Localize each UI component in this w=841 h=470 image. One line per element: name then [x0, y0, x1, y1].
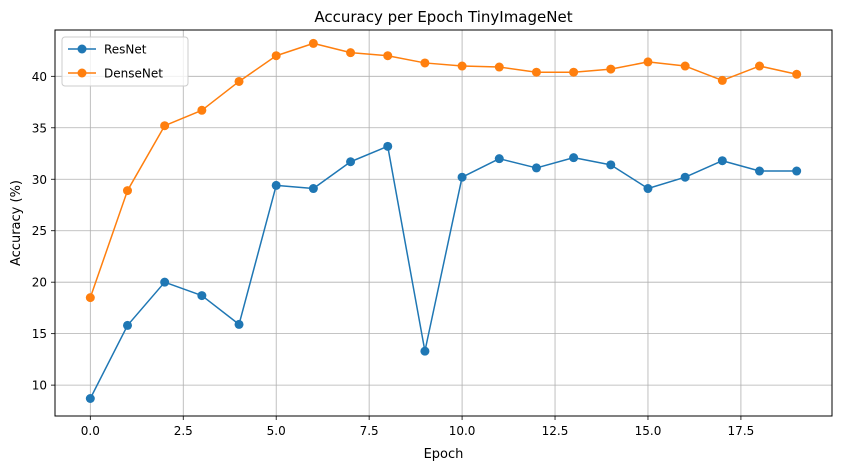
data-point-resnet: [271, 180, 281, 190]
data-point-densenet: [792, 69, 802, 79]
data-point-resnet: [85, 394, 95, 404]
data-point-densenet: [755, 61, 765, 71]
data-point-resnet: [643, 184, 653, 194]
legend-label-resnet: ResNet: [104, 43, 147, 57]
x-axis-ticks: 0.0 2.5 5.0 7.5 10.0 12.5 15.0 17.5: [81, 416, 755, 438]
legend: ResNet DenseNet: [61, 36, 189, 87]
data-point-densenet: [85, 293, 95, 303]
x-tick-label: 12.5: [542, 424, 569, 438]
data-point-densenet: [569, 67, 579, 77]
data-point-densenet: [420, 58, 430, 68]
series-densenet: [85, 38, 802, 303]
data-point-resnet: [606, 160, 616, 170]
data-point-densenet: [271, 51, 281, 61]
data-point-densenet: [643, 57, 653, 67]
y-tick-label: 35: [32, 121, 47, 135]
x-tick-label: 15.0: [635, 424, 662, 438]
data-point-resnet: [383, 141, 393, 151]
x-tick-label: 5.0: [267, 424, 286, 438]
data-point-resnet: [197, 291, 207, 301]
data-point-densenet: [308, 38, 318, 48]
y-tick-label: 25: [32, 224, 47, 238]
data-point-densenet: [234, 76, 244, 86]
y-tick-label: 40: [32, 70, 47, 84]
series-line-densenet: [89, 42, 797, 298]
data-point-densenet: [346, 48, 356, 58]
chart-title: Accuracy per Epoch TinyImageNet: [314, 8, 572, 26]
data-point-densenet: [680, 61, 690, 71]
data-point-resnet: [122, 320, 132, 330]
data-point-densenet: [606, 64, 616, 74]
data-point-resnet: [457, 172, 467, 182]
y-axis-ticks: 10 15 20 25 30 35 40: [32, 70, 55, 393]
grid: [55, 30, 832, 416]
legend-label-densenet: DenseNet: [104, 67, 163, 81]
data-point-densenet: [457, 61, 467, 71]
data-point-densenet: [383, 51, 393, 61]
y-tick-label: 15: [32, 327, 47, 341]
data-point-resnet: [717, 156, 727, 166]
y-tick-label: 30: [32, 173, 47, 187]
data-point-resnet: [680, 172, 690, 182]
data-point-resnet: [160, 277, 170, 287]
series-line-resnet: [89, 145, 797, 399]
data-point-resnet: [308, 184, 318, 194]
x-tick-label: 10.0: [449, 424, 476, 438]
x-tick-label: 7.5: [360, 424, 379, 438]
data-point-densenet: [160, 121, 170, 131]
data-point-resnet: [420, 346, 430, 356]
y-tick-label: 10: [32, 379, 47, 393]
series-layer: [85, 38, 802, 404]
series-resnet: [85, 141, 802, 404]
x-tick-label: 17.5: [728, 424, 755, 438]
data-point-densenet: [494, 62, 504, 72]
data-point-densenet: [531, 67, 541, 77]
data-point-resnet: [755, 166, 765, 176]
x-tick-label: 0.0: [81, 424, 100, 438]
data-point-resnet: [531, 163, 541, 173]
x-axis-label: Epoch: [424, 447, 464, 462]
data-point-resnet: [234, 319, 244, 329]
data-point-resnet: [569, 153, 579, 163]
data-point-densenet: [717, 75, 727, 85]
data-point-densenet: [197, 105, 207, 115]
legend-marker-densenet: [77, 68, 87, 78]
plot-frame: [54, 29, 833, 417]
data-point-resnet: [792, 166, 802, 176]
x-tick-label: 2.5: [174, 424, 193, 438]
data-point-resnet: [346, 157, 356, 167]
data-point-resnet: [494, 154, 504, 164]
y-tick-label: 20: [32, 276, 47, 290]
data-point-densenet: [122, 186, 132, 196]
legend-marker-resnet: [77, 44, 87, 54]
y-axis-label: Accuracy (%): [9, 180, 24, 266]
